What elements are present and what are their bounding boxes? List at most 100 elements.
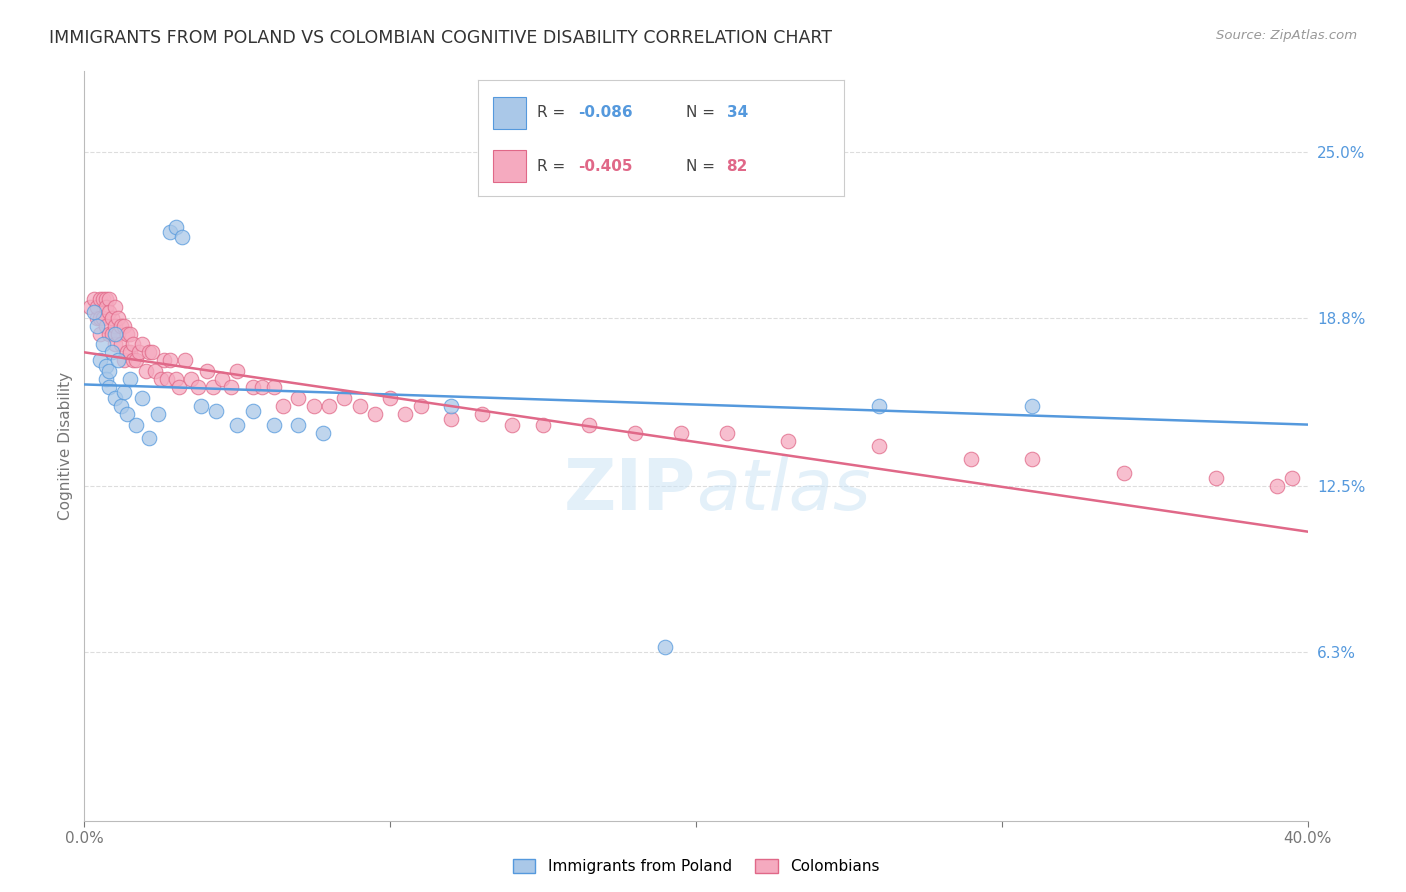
Point (250, 380, 273, 394)
Point (86, 300, 108, 314)
Point (165, 219, 187, 234)
Point (89, 310, 111, 325)
Point (79, 300, 101, 314)
Text: N =: N = (686, 159, 720, 174)
Point (186, 380, 208, 394)
Point (125, 417, 148, 432)
Point (115, 345, 138, 359)
Text: 34: 34 (727, 105, 748, 120)
Point (110, 318, 132, 333)
Point (94, 318, 117, 333)
Point (159, 353, 181, 368)
Point (115, 407, 138, 421)
Point (89, 326, 111, 341)
Point (380, 391, 402, 405)
Point (287, 391, 309, 405)
Point (471, 407, 494, 421)
Point (97, 380, 120, 394)
Legend: Immigrants from Poland, Colombians: Immigrants from Poland, Colombians (506, 853, 886, 880)
Text: 82: 82 (727, 159, 748, 174)
Point (131, 337, 153, 351)
Point (312, 425, 335, 440)
Point (112, 318, 135, 333)
Point (94, 359, 117, 373)
FancyBboxPatch shape (492, 96, 526, 129)
Point (172, 230, 194, 244)
Point (83, 305, 105, 319)
Point (869, 399, 891, 413)
Point (104, 326, 127, 341)
Text: atlas: atlas (696, 457, 870, 525)
Point (960, 452, 983, 467)
Point (180, 372, 202, 386)
Point (318, 399, 340, 413)
Text: -0.086: -0.086 (579, 105, 633, 120)
Point (263, 380, 285, 394)
Text: IMMIGRANTS FROM POLAND VS COLOMBIAN COGNITIVE DISABILITY CORRELATION CHART: IMMIGRANTS FROM POLAND VS COLOMBIAN COGN… (49, 29, 832, 46)
Point (112, 385, 135, 400)
Text: ZIP: ZIP (564, 457, 696, 525)
Point (624, 425, 647, 440)
Point (287, 417, 309, 432)
Point (654, 640, 676, 654)
Point (1021, 399, 1043, 413)
Point (302, 399, 325, 413)
Point (226, 364, 249, 378)
Point (138, 345, 160, 359)
Point (195, 364, 218, 378)
Point (201, 380, 224, 394)
Point (669, 425, 692, 440)
Point (440, 399, 463, 413)
Point (333, 391, 356, 405)
Point (159, 225, 181, 239)
Point (89, 292, 111, 306)
Point (91, 292, 114, 306)
Point (1114, 466, 1136, 480)
Text: R =: R = (537, 159, 569, 174)
Point (101, 326, 124, 341)
Point (226, 417, 249, 432)
Point (409, 399, 432, 413)
Point (1205, 471, 1227, 485)
Point (97, 364, 120, 378)
Point (125, 353, 148, 368)
Point (219, 380, 242, 394)
Point (174, 353, 197, 368)
Point (131, 391, 153, 405)
Text: -0.405: -0.405 (579, 159, 633, 174)
Point (101, 345, 124, 359)
Point (97, 292, 120, 306)
Point (1281, 471, 1303, 485)
Point (242, 380, 264, 394)
Point (128, 345, 150, 359)
Point (440, 412, 463, 426)
Point (869, 439, 891, 453)
Text: R =: R = (537, 105, 569, 120)
Point (115, 326, 138, 341)
Point (94, 300, 117, 314)
Point (104, 318, 127, 333)
Text: N =: N = (686, 105, 720, 120)
Point (107, 326, 129, 341)
Point (86, 318, 108, 333)
Point (135, 364, 157, 378)
Point (122, 353, 145, 368)
Point (104, 300, 127, 314)
Point (107, 310, 129, 325)
Point (349, 399, 371, 413)
Point (101, 310, 124, 325)
Point (1265, 479, 1288, 493)
Point (107, 353, 129, 368)
Point (190, 399, 212, 413)
Point (1021, 452, 1043, 467)
Point (110, 399, 132, 413)
Point (94, 292, 117, 306)
Point (94, 372, 117, 386)
Point (91, 310, 114, 325)
Point (120, 372, 142, 386)
FancyBboxPatch shape (492, 150, 526, 182)
Point (149, 372, 172, 386)
Point (271, 399, 294, 413)
Point (211, 372, 233, 386)
Text: Source: ZipAtlas.com: Source: ZipAtlas.com (1216, 29, 1357, 42)
